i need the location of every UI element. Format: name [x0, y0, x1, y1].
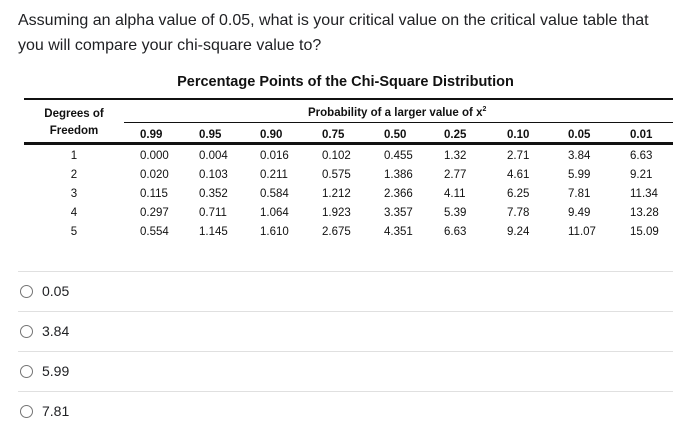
divider: [18, 311, 673, 312]
df-cell: 4: [70, 207, 78, 219]
table-cell: 4.11: [444, 188, 466, 200]
table-cell: 0.016: [260, 150, 289, 162]
column-header: 0.05: [568, 129, 591, 141]
divider: [18, 391, 673, 392]
table-cell: 0.455: [384, 150, 413, 162]
table-cell: 0.211: [260, 169, 288, 181]
table-cell: 7.78: [507, 207, 530, 219]
df-cell: 5: [70, 226, 78, 238]
table-cell: 6.25: [507, 188, 530, 200]
option-5.99[interactable]: 5.99: [20, 359, 69, 383]
table-cell: 0.352: [199, 188, 228, 200]
table-cell: 0.115: [140, 188, 168, 200]
probability-rule: [124, 122, 673, 123]
radio-button[interactable]: [20, 364, 33, 378]
table-cell: 15.09: [630, 226, 659, 238]
option-3.84[interactable]: 3.84: [20, 319, 69, 343]
probability-header: Probability of a larger value of x2: [308, 106, 486, 119]
table-cell: 0.102: [322, 150, 351, 162]
df-cell: 1: [70, 150, 78, 162]
table-cell: 1.923: [322, 207, 351, 219]
header-rule: [24, 142, 673, 145]
table-cell: 2.366: [384, 188, 413, 200]
df-header-line1: Degrees of: [44, 108, 104, 120]
table-title: Percentage Points of the Chi-Square Dist…: [177, 74, 514, 90]
table-top-rule: [24, 98, 673, 100]
radio-button[interactable]: [20, 404, 33, 418]
table-cell: 11.34: [630, 188, 658, 200]
table-cell: 13.28: [630, 207, 659, 219]
table-cell: 0.000: [140, 150, 169, 162]
option-label: 7.81: [42, 403, 70, 419]
table-cell: 0.575: [322, 169, 351, 181]
df-header-line2: Freedom: [49, 125, 99, 137]
table-cell: 2.71: [507, 150, 530, 162]
table-cell: 5.99: [568, 169, 591, 181]
column-header: 0.10: [507, 129, 530, 141]
table-cell: 1.386: [384, 169, 413, 181]
column-header: 0.25: [444, 129, 467, 141]
table-cell: 6.63: [630, 150, 653, 162]
table-cell: 9.49: [568, 207, 591, 219]
table-cell: 5.39: [444, 207, 467, 219]
df-header: Degrees of Freedom: [24, 106, 124, 140]
table-cell: 4.61: [507, 169, 530, 181]
probability-header-text: Probability of a larger value of x: [308, 107, 483, 119]
table-cell: 9.21: [630, 169, 653, 181]
table-cell: 1.610: [260, 226, 289, 238]
table-cell: 1.064: [260, 207, 289, 219]
question-text: Assuming an alpha value of 0.05, what is…: [18, 12, 649, 54]
chi-square-table-image: Percentage Points of the Chi-Square Dist…: [18, 70, 673, 245]
radio-button[interactable]: [20, 284, 33, 298]
table-cell: 0.297: [140, 207, 169, 219]
column-header: 0.95: [199, 129, 222, 141]
table-cell: 0.020: [140, 169, 169, 181]
table-cell: 7.81: [568, 188, 591, 200]
probability-header-superscript: 2: [482, 106, 487, 113]
table-cell: 3.357: [384, 207, 413, 219]
table-cell: 0.554: [140, 226, 169, 238]
table-cell: 6.63: [444, 226, 467, 238]
table-cell: 1.212: [322, 188, 351, 200]
table-cell: 11.07: [568, 226, 596, 238]
option-0.05[interactable]: 0.05: [20, 279, 69, 303]
table-cell: 0.584: [260, 188, 289, 200]
table-cell: 4.351: [384, 226, 413, 238]
table-cell: 2.675: [322, 226, 351, 238]
table-cell: 1.145: [199, 226, 228, 238]
table-cell: 3.84: [568, 150, 591, 162]
option-label: 3.84: [42, 323, 70, 339]
option-label: 5.99: [42, 363, 70, 379]
column-header: 0.50: [384, 129, 407, 141]
column-header: 0.90: [260, 129, 283, 141]
column-header: 0.75: [322, 129, 345, 141]
column-header: 0.01: [630, 129, 653, 141]
divider: [18, 351, 673, 352]
table-cell: 0.711: [199, 207, 227, 219]
divider: [18, 271, 673, 272]
column-header: 0.99: [140, 129, 163, 141]
df-cell: 2: [70, 169, 78, 181]
table-cell: 1.32: [444, 150, 467, 162]
option-label: 0.05: [42, 283, 70, 299]
table-cell: 9.24: [507, 226, 530, 238]
option-7.81[interactable]: 7.81: [20, 399, 69, 423]
radio-button[interactable]: [20, 324, 33, 338]
table-cell: 0.103: [199, 169, 228, 181]
table-cell: 2.77: [444, 169, 467, 181]
df-cell: 3: [70, 188, 78, 200]
table-cell: 0.004: [199, 150, 228, 162]
